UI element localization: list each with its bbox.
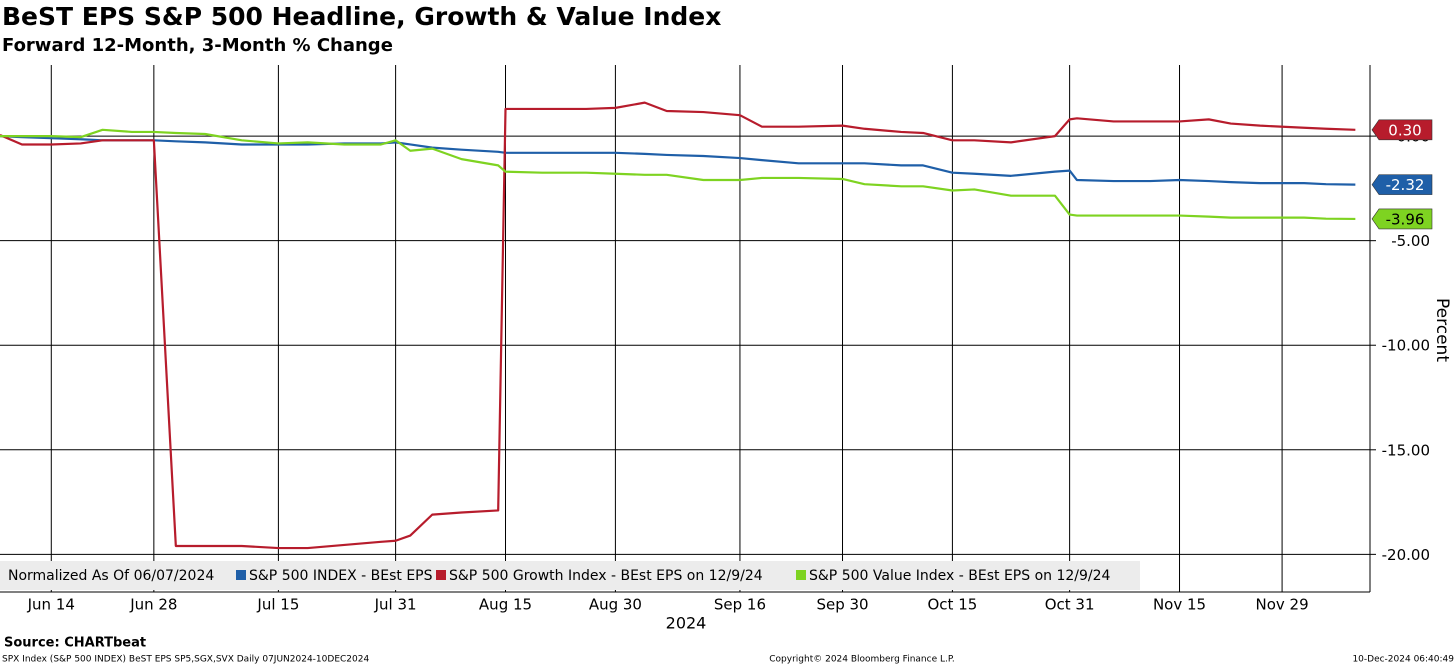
x-tick-label: Sep 30 xyxy=(816,596,868,614)
x-tick-label: Nov 15 xyxy=(1153,596,1206,614)
y-tick-label: -15.00 xyxy=(1382,441,1430,459)
legend-label: S&P 500 Growth Index - BEst EPS on 12/9/… xyxy=(449,568,763,584)
x-axis-label: 2024 xyxy=(666,614,707,633)
y-axis-label: Percent xyxy=(1432,298,1452,362)
series-line xyxy=(0,128,1356,221)
footer-right: 10-Dec-2024 06:40:49 xyxy=(1352,655,1454,665)
x-tick-label: Aug 15 xyxy=(479,596,532,614)
end-label: -3.96 xyxy=(1386,210,1425,228)
x-tick-label: Jun 14 xyxy=(27,596,75,614)
end-label-box xyxy=(1371,174,1433,195)
legend-box xyxy=(0,561,1140,590)
legend-title: Normalized As Of 06/07/2024 xyxy=(8,568,214,584)
x-tick-label: Oct 31 xyxy=(1045,596,1095,614)
footer-left: SPX Index (S&P 500 INDEX) BeST EPS SP5,S… xyxy=(2,655,369,665)
series-line xyxy=(0,135,1356,186)
end-label: -2.32 xyxy=(1386,176,1425,194)
end-label-box xyxy=(1371,119,1433,141)
chart-subtitle: Forward 12-Month, 3-Month % Change xyxy=(2,35,393,56)
legend-label: S&P 500 Value Index - BEst EPS on 12/9/2… xyxy=(809,568,1111,584)
legend-swatch xyxy=(436,570,446,580)
end-label: 0.30 xyxy=(1388,121,1421,139)
footer-center: Copyright© 2024 Bloomberg Finance L.P. xyxy=(769,655,954,665)
y-tick-label: -20.00 xyxy=(1382,546,1430,564)
x-tick-label: Oct 15 xyxy=(928,596,978,614)
x-tick-label: Aug 30 xyxy=(589,596,642,614)
y-tick-label: -5.00 xyxy=(1391,232,1430,250)
x-tick-label: Sep 16 xyxy=(714,596,766,614)
chart-title: BeST EPS S&P 500 Headline, Growth & Valu… xyxy=(2,2,721,31)
end-label-box xyxy=(1371,208,1433,230)
legend-label: S&P 500 INDEX - BEst EPS xyxy=(249,568,433,584)
source: Source: CHARTbeat xyxy=(4,636,146,651)
x-tick-label: Jul 15 xyxy=(256,596,299,614)
x-tick-label: Jul 31 xyxy=(374,596,417,614)
series-line xyxy=(0,101,1356,550)
legend-swatch xyxy=(236,570,246,580)
x-tick-label: Nov 29 xyxy=(1256,596,1309,614)
y-tick-label: -10.00 xyxy=(1382,337,1430,355)
x-tick-label: Jun 28 xyxy=(129,596,177,614)
legend-swatch xyxy=(796,570,806,580)
